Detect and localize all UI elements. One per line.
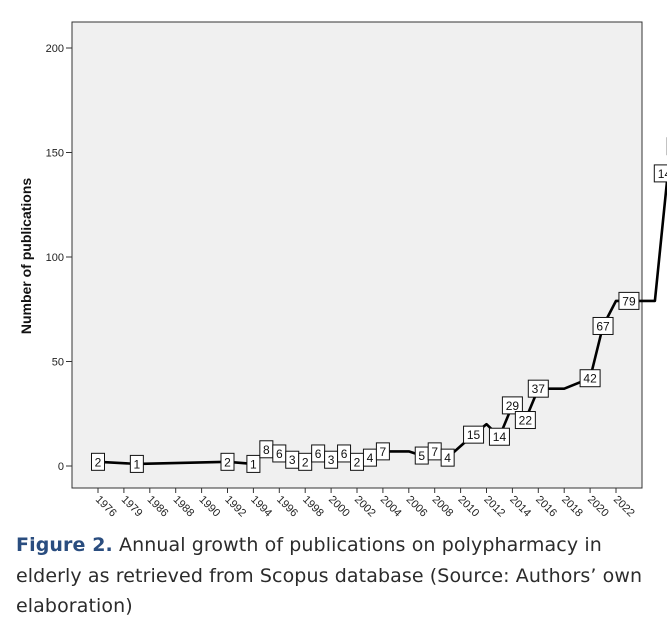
data-label: 4 xyxy=(444,451,451,465)
x-tick-label: 2000 xyxy=(326,494,352,520)
data-label: 67 xyxy=(596,319,610,333)
data-label: 6 xyxy=(276,447,283,461)
y-tick-label: 50 xyxy=(52,357,64,369)
x-tick-label: 1998 xyxy=(300,494,326,520)
data-label: 3 xyxy=(289,453,296,467)
data-label-box xyxy=(592,316,614,335)
plot-area xyxy=(71,21,643,489)
figure-label: Figure 2. xyxy=(16,534,113,556)
x-tick-label: 1979 xyxy=(119,494,145,520)
x-tick-label: 2012 xyxy=(481,494,507,520)
x-tick-label: 1996 xyxy=(274,494,300,520)
x-tick-label: 2006 xyxy=(404,494,430,520)
data-label: 37 xyxy=(532,382,546,396)
data-label-box xyxy=(463,425,485,444)
y-tick-label: 0 xyxy=(58,461,64,473)
data-label-box xyxy=(440,448,455,467)
data-label-box xyxy=(129,454,144,473)
data-label: 42 xyxy=(583,372,597,386)
x-tick-label: 1994 xyxy=(248,494,274,520)
data-label: 2 xyxy=(354,455,361,469)
data-label-box xyxy=(653,164,667,183)
data-label: 1 xyxy=(134,457,141,471)
x-tick-label: 2008 xyxy=(430,494,456,520)
data-label-box xyxy=(375,442,390,461)
x-tick-label: 2022 xyxy=(611,494,637,520)
data-label-box xyxy=(91,452,105,471)
data-label-box xyxy=(220,452,235,471)
data-label: 140 xyxy=(658,167,667,181)
data-label: 14 xyxy=(493,430,507,444)
data-label: 15 xyxy=(467,428,481,442)
x-tick-label: 2014 xyxy=(507,494,533,520)
y-tick-label: 200 xyxy=(46,43,64,55)
data-label: 3 xyxy=(328,453,335,467)
x-tick-label: 2004 xyxy=(378,494,404,520)
x-tick-label: 1976 xyxy=(93,494,119,520)
data-label-box xyxy=(488,427,510,446)
data-label: 5 xyxy=(418,449,425,463)
data-label: 2 xyxy=(95,455,102,469)
data-label: 22 xyxy=(519,414,533,428)
data-label: 79 xyxy=(622,294,636,308)
y-tick-label: 150 xyxy=(46,148,64,160)
x-tick-label: 2016 xyxy=(533,494,559,520)
data-label: 7 xyxy=(431,445,438,459)
data-label: 6 xyxy=(315,447,322,461)
data-label-box xyxy=(618,291,640,310)
data-label: 2 xyxy=(302,455,309,469)
data-label-box xyxy=(579,369,601,388)
y-axis-label: Number of publications xyxy=(18,178,34,335)
x-tick-label: 2010 xyxy=(455,494,481,520)
x-tick-label: 2018 xyxy=(559,494,585,520)
x-tick-label: 2020 xyxy=(585,494,611,520)
data-label-box xyxy=(514,411,536,430)
x-tick-label: 2002 xyxy=(352,494,378,520)
figure-caption: Figure 2. Annual growth of publications … xyxy=(16,530,656,622)
x-tick-label: 1992 xyxy=(222,494,248,520)
x-tick-label: 1986 xyxy=(145,494,171,520)
caption-text: Annual growth of publications on polypha… xyxy=(16,534,643,617)
x-tick-label: 1988 xyxy=(171,494,197,520)
data-label: 8 xyxy=(263,443,270,457)
data-label-box xyxy=(501,396,523,415)
data-label-box xyxy=(527,379,549,398)
data-label: 2 xyxy=(224,455,231,469)
data-label: 7 xyxy=(380,445,387,459)
data-label: 4 xyxy=(367,451,374,465)
y-tick-label: 100 xyxy=(46,252,64,264)
data-label: 29 xyxy=(506,399,520,413)
data-label: 6 xyxy=(341,447,348,461)
x-tick-label: 1990 xyxy=(196,494,222,520)
data-label: 1 xyxy=(250,457,257,471)
data-label-box xyxy=(246,454,261,473)
